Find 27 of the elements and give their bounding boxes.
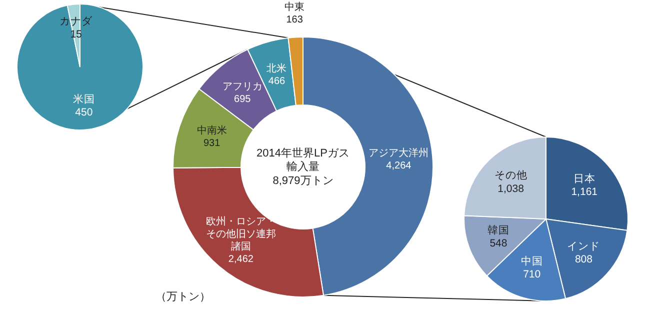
- slice-label: 北米: [266, 62, 287, 74]
- slice-label: 中東: [284, 0, 305, 12]
- slice-label: 中南米: [196, 124, 227, 136]
- data-label: 4,264: [386, 160, 412, 172]
- data-label: 1,161: [571, 186, 598, 198]
- data-label: 466: [268, 75, 286, 86]
- slice-label: 韓国: [487, 223, 510, 236]
- data-label: 808: [574, 254, 593, 266]
- data-label: 163: [286, 14, 304, 25]
- slice-label: その他: [494, 170, 528, 182]
- data-label: 1,038: [498, 182, 524, 195]
- data-label: 450: [75, 106, 93, 118]
- data-label: 931: [203, 138, 221, 149]
- slice-label: 米国: [72, 92, 95, 106]
- slice-label: アジア大洋州: [368, 146, 429, 159]
- slice-label: 中国: [520, 254, 543, 268]
- data-label: 710: [523, 268, 541, 280]
- slice-label: カナダ: [60, 16, 94, 28]
- slice-label: アフリカ: [222, 80, 262, 92]
- slice-label: 日本: [573, 172, 596, 186]
- text: 2014年世界LPガス輸入量: [256, 146, 350, 173]
- text: （万トン）: [156, 291, 210, 303]
- slice-label: インド: [567, 240, 600, 253]
- data-label: 548: [490, 238, 508, 250]
- data-label: 695: [234, 93, 252, 104]
- data-label: 2,462: [228, 254, 254, 265]
- text: 8,979万トン: [272, 174, 334, 187]
